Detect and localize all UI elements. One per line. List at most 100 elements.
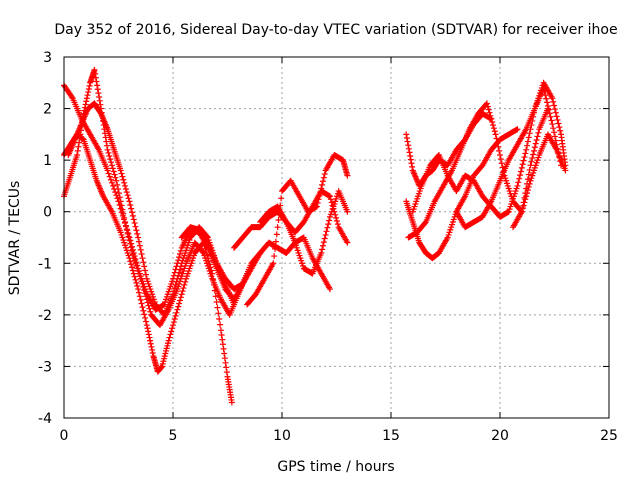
data-point <box>278 195 285 202</box>
data-point <box>323 228 330 235</box>
chart-title: Day 352 of 2016, Sidereal Day-to-day VTE… <box>54 22 617 38</box>
data-point <box>551 102 558 109</box>
data-point <box>131 273 138 280</box>
data-point <box>145 302 152 309</box>
data-point <box>140 307 147 314</box>
data-point <box>176 297 183 304</box>
data-point <box>144 299 151 306</box>
data-point <box>108 179 115 186</box>
data-point <box>318 249 325 256</box>
data-point <box>487 112 494 119</box>
data-point <box>174 275 181 282</box>
data-point <box>118 202 125 209</box>
data-point <box>110 168 117 175</box>
data-point <box>550 125 557 132</box>
data-point <box>176 266 183 273</box>
data-point <box>213 298 220 305</box>
data-point <box>407 156 414 163</box>
data-point <box>129 264 136 271</box>
data-point <box>132 276 139 283</box>
data-point <box>177 247 184 254</box>
data-point <box>490 125 497 132</box>
data-point <box>523 193 530 200</box>
axis-ticks: 0 5 10 15 20 25 -4 -3 -2 -1 0 1 2 3 <box>38 50 618 444</box>
data-point <box>404 138 411 145</box>
data-point <box>497 151 503 158</box>
data-point <box>525 183 532 190</box>
data-point <box>515 179 522 186</box>
data-point <box>172 312 179 319</box>
data-point <box>526 130 533 137</box>
data-point <box>223 364 230 371</box>
grid-lines <box>64 57 609 418</box>
data-point <box>524 142 531 149</box>
data-point <box>409 163 416 170</box>
data-point <box>542 92 549 99</box>
data-point <box>483 100 490 107</box>
data-point <box>546 110 553 117</box>
data-point <box>86 82 93 89</box>
data-point <box>316 192 323 199</box>
data-point <box>135 234 142 241</box>
data-point <box>133 279 140 286</box>
data-point <box>115 190 122 197</box>
data-point <box>522 196 529 203</box>
data-point <box>531 147 538 154</box>
data-point <box>173 309 180 316</box>
data-point <box>489 118 496 125</box>
data-point <box>147 337 154 344</box>
data-point <box>130 270 137 277</box>
data-point <box>120 176 127 183</box>
data-point <box>120 210 127 217</box>
data-point <box>527 162 534 169</box>
data-point <box>103 142 110 149</box>
data-point <box>129 209 136 216</box>
data-point <box>126 237 133 244</box>
data-point <box>221 355 228 362</box>
data-point <box>139 280 146 287</box>
data-point <box>548 117 555 124</box>
data-point <box>127 240 134 247</box>
data-point <box>544 102 551 109</box>
y-tick-label: 3 <box>43 50 52 66</box>
data-point <box>520 157 527 164</box>
data-point <box>118 170 125 177</box>
data-point <box>495 143 502 150</box>
data-point <box>220 345 227 352</box>
data-point <box>130 216 137 223</box>
data-point <box>549 95 556 102</box>
data-point <box>523 146 530 153</box>
data-point <box>535 129 542 136</box>
data-point <box>170 288 177 295</box>
data-point <box>112 189 119 196</box>
data-point <box>176 251 183 258</box>
data-point <box>116 194 123 201</box>
data-point <box>132 223 139 230</box>
data-point <box>123 189 130 196</box>
data-point <box>556 124 563 131</box>
data-point <box>494 139 501 146</box>
data-point <box>176 254 183 261</box>
data-point <box>319 242 326 249</box>
data-point <box>219 336 226 343</box>
data-point <box>178 291 185 298</box>
data-point <box>112 174 119 181</box>
data-point <box>105 170 112 177</box>
data-series-14 <box>510 131 569 231</box>
data-point <box>109 165 116 172</box>
data-point <box>274 224 281 231</box>
data-point <box>222 359 229 366</box>
data-point <box>142 318 149 325</box>
data-point <box>319 181 326 188</box>
data-point <box>145 331 152 338</box>
data-point <box>562 167 569 174</box>
data-point <box>552 109 559 116</box>
data-point <box>319 178 326 185</box>
data-point <box>522 150 529 157</box>
data-point <box>83 98 90 105</box>
y-tick-label: -2 <box>38 308 52 324</box>
data-point <box>165 337 172 344</box>
data-point <box>488 115 495 122</box>
data-point <box>528 158 535 165</box>
data-point <box>344 172 351 179</box>
